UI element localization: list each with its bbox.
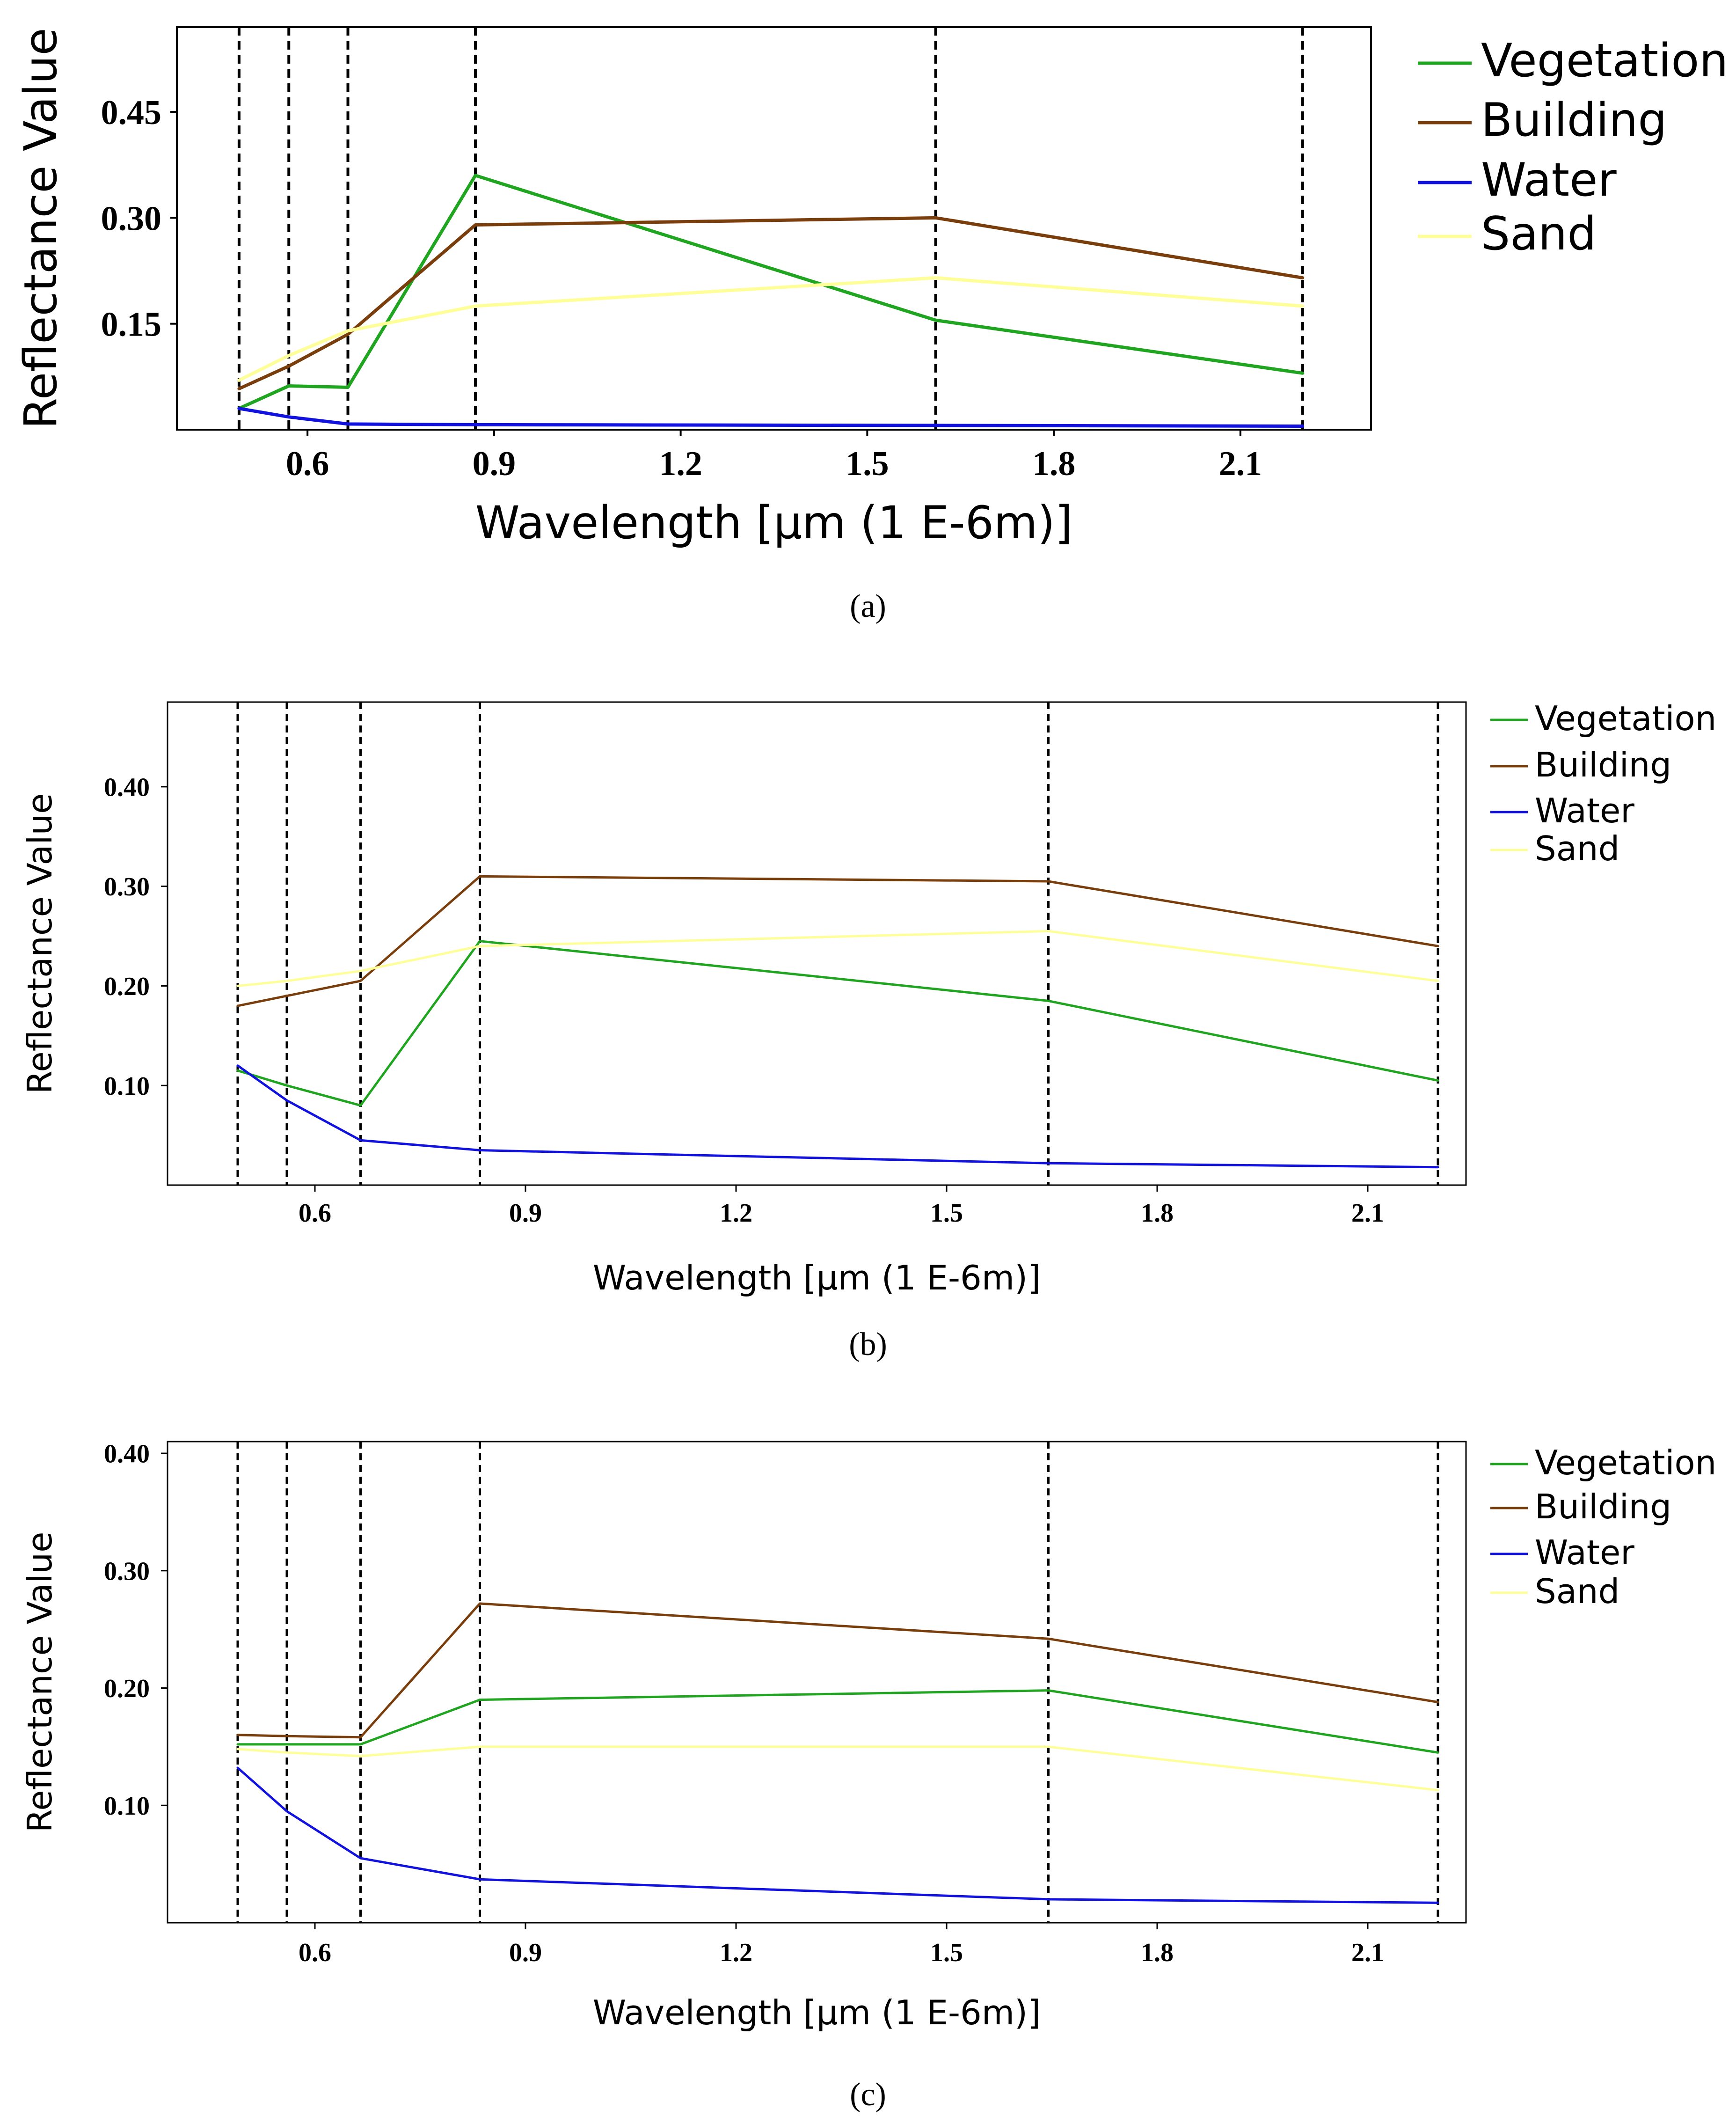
x-tick-label: 0.9 xyxy=(509,1938,542,1967)
legend-label-water: Water xyxy=(1535,791,1634,830)
series-line-water xyxy=(236,1064,1439,1169)
y-tick-label: 0.10 xyxy=(104,1792,150,1821)
y-tick-label: 0.45 xyxy=(101,94,162,132)
series-line-sand xyxy=(236,930,1439,987)
x-tick-label: 1.8 xyxy=(1032,445,1076,483)
legend-label-vegetation: Vegetation xyxy=(1535,699,1716,738)
series-line-vegetation xyxy=(236,1689,1439,1754)
y-axis-label: Reflectance Value xyxy=(15,28,67,429)
legend-label-building: Building xyxy=(1535,1487,1671,1526)
y-tick-label: 0.10 xyxy=(104,1072,150,1101)
x-tick-label: 0.9 xyxy=(509,1199,542,1228)
series-line-building xyxy=(236,875,1439,1007)
panel-c: 0.6 0.9 1.2 1.5 1.8 2.1 0.10 0.20 0.30 0.40 Wavele… xyxy=(20,1440,1716,2113)
panel-b: 0.6 0.9 1.2 1.5 1.8 2.1 0.10 0.20 0.30 0.40 Wavele… xyxy=(20,699,1716,1362)
x-tick-label: 0.6 xyxy=(299,1199,331,1228)
x-axis-label: Wavelength [μm (1 E-6m)] xyxy=(475,497,1072,549)
plot-frame xyxy=(167,1441,1467,1924)
y-tick-label: 0.20 xyxy=(104,972,150,1001)
series-line-sand xyxy=(237,276,1305,382)
series-line-vegetation xyxy=(236,940,1439,1107)
plot-frame xyxy=(167,701,1467,1186)
x-tick-label: 1.2 xyxy=(720,1938,752,1967)
legend-label-water: Water xyxy=(1481,154,1617,207)
y-axis-label: Reflectance Value xyxy=(20,1532,59,1833)
x-tick-label: 1.8 xyxy=(1141,1199,1174,1228)
legend-label-building: Building xyxy=(1535,745,1671,784)
panel-a: 0.6 0.9 1.2 1.5 1.8 2.1 0.15 0.30 0.45 Wavelength… xyxy=(15,26,1728,624)
x-tick-label: 0.6 xyxy=(286,445,329,483)
y-tick-label: 0.30 xyxy=(104,1557,150,1586)
y-axis-label: Reflectance Value xyxy=(20,793,59,1094)
series-line-water xyxy=(237,407,1305,428)
legend-label-building: Building xyxy=(1481,94,1667,147)
legend-label-sand: Sand xyxy=(1535,829,1619,868)
y-tick-label: 0.15 xyxy=(101,306,162,344)
series-line-sand xyxy=(236,1745,1439,1792)
legend-label-vegetation: Vegetation xyxy=(1535,1443,1716,1482)
y-tick-label: 0.30 xyxy=(101,199,162,238)
x-tick-label: 1.5 xyxy=(930,1199,963,1228)
x-tick-label: 2.1 xyxy=(1351,1938,1384,1967)
legend-label-sand: Sand xyxy=(1535,1572,1619,1611)
series-line-building xyxy=(237,216,1305,390)
x-tick-label: 1.5 xyxy=(930,1938,963,1967)
x-tick-label: 0.9 xyxy=(473,445,516,483)
y-tick-label: 0.30 xyxy=(104,872,150,901)
plot-frame xyxy=(176,26,1372,431)
x-tick-label: 1.2 xyxy=(659,445,702,483)
legend-label-water: Water xyxy=(1535,1533,1634,1572)
series-line-building xyxy=(236,1602,1439,1739)
legend-label-sand: Sand xyxy=(1481,207,1597,261)
x-tick-label: 2.1 xyxy=(1219,445,1262,483)
panel-caption: (a) xyxy=(850,588,886,624)
panel-caption: (b) xyxy=(849,1326,887,1362)
x-tick-label: 1.5 xyxy=(846,445,889,483)
x-axis-label: Wavelength [μm (1 E-6m)] xyxy=(593,1258,1041,1297)
x-tick-label: 1.2 xyxy=(720,1199,752,1228)
x-tick-label: 0.6 xyxy=(299,1938,331,1967)
y-tick-label: 0.40 xyxy=(104,1440,150,1469)
panel-caption: (c) xyxy=(850,2077,886,2113)
y-tick-label: 0.20 xyxy=(104,1674,150,1703)
x-axis-label: Wavelength [μm (1 E-6m)] xyxy=(593,1993,1041,2032)
series-line-water xyxy=(236,1766,1439,1904)
x-tick-label: 1.8 xyxy=(1141,1938,1174,1967)
legend-label-vegetation: Vegetation xyxy=(1481,34,1728,88)
x-tick-label: 2.1 xyxy=(1351,1199,1384,1228)
y-tick-label: 0.40 xyxy=(104,773,150,802)
